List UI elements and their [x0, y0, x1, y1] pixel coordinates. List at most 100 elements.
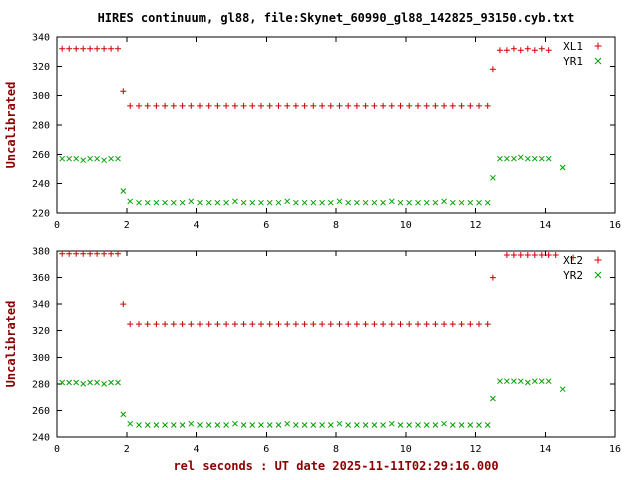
data-point: [127, 420, 134, 427]
data-point: [353, 102, 360, 109]
data-point: [524, 45, 531, 52]
data-point: [327, 199, 334, 206]
data-point: [504, 155, 510, 162]
data-point: [484, 102, 491, 109]
data-point: [144, 102, 151, 109]
data-point: [531, 47, 538, 54]
data-point: [66, 250, 73, 257]
data-point: [432, 321, 439, 328]
data-point: [467, 422, 474, 428]
data-point: [559, 386, 566, 393]
data-point: [531, 378, 538, 385]
data-point: [94, 45, 101, 52]
data-point: [240, 102, 247, 109]
data-point: [354, 422, 360, 428]
data-point: [223, 199, 229, 206]
plot-panel-1: 0 2 4 6 8 10 12 14 16 220 240 260 280 300 320 340 Uncali…: [4, 33, 621, 232]
data-point: [179, 199, 186, 206]
data-point: [292, 102, 299, 109]
data-point: [188, 321, 195, 328]
data-point: [73, 45, 80, 52]
data-point: [538, 252, 545, 258]
data-point: [266, 422, 273, 428]
data-point: [101, 250, 108, 257]
data-point: [153, 102, 160, 109]
data-point: [484, 199, 491, 206]
data-point: [59, 250, 66, 257]
x-tick-label: 12: [469, 444, 481, 455]
data-point: [432, 199, 439, 206]
data-point: [115, 155, 121, 162]
data-point: [266, 321, 273, 328]
legend-marker-cross: [594, 57, 602, 65]
data-point: [441, 102, 448, 109]
x-tick-label: 0: [54, 220, 60, 231]
data-point: [545, 47, 552, 54]
data-point: [345, 102, 352, 109]
data-point: [293, 422, 299, 428]
data-point: [476, 321, 482, 328]
data-point: [423, 199, 430, 206]
data-point: [266, 199, 273, 206]
data-point: [510, 252, 517, 258]
x-tick-label: 0: [54, 444, 60, 455]
data-point: [205, 422, 212, 428]
data-point: [362, 321, 369, 328]
data-point: [538, 155, 545, 162]
data-point: [284, 321, 291, 328]
data-point: [476, 422, 482, 428]
data-point: [406, 321, 413, 328]
data-point: [345, 199, 352, 206]
plot-border: [56, 250, 616, 438]
legend-label: YR2: [563, 269, 583, 282]
data-point: [336, 321, 343, 328]
data-point: [249, 321, 256, 328]
data-point: [362, 422, 369, 428]
data-point: [380, 199, 386, 206]
data-point: [197, 102, 203, 109]
data-point: [336, 102, 343, 109]
data-point: [73, 155, 80, 162]
legend-entry-XL1: XL1: [563, 40, 602, 53]
data-point: [223, 422, 229, 428]
data-point: [301, 199, 308, 206]
data-point: [441, 420, 447, 427]
data-point: [397, 321, 404, 328]
data-point: [120, 301, 127, 308]
y-axis-label: Uncalibrated: [4, 82, 18, 169]
data-point: [73, 379, 80, 386]
data-point: [458, 102, 465, 109]
data-point: [415, 199, 421, 206]
data-point: [432, 102, 439, 109]
data-point: [87, 379, 93, 386]
data-point: [249, 422, 256, 428]
data-point: [517, 154, 524, 161]
data-point: [197, 321, 203, 328]
data-point: [214, 422, 221, 428]
data-point: [258, 199, 264, 206]
data-point: [205, 321, 212, 328]
y-tick-label: 340: [32, 300, 50, 311]
data-point: [415, 102, 421, 109]
legend-label: XL1: [563, 40, 583, 53]
data-point: [310, 321, 317, 328]
data-point: [170, 102, 177, 109]
data-point: [162, 321, 169, 328]
data-point: [467, 199, 474, 206]
data-point: [136, 199, 142, 206]
data-point: [538, 378, 545, 385]
chart-title: HIRES continuum, gl88, file:Skynet_60990…: [97, 11, 575, 25]
data-point: [301, 321, 308, 328]
y-tick-label: 260: [32, 150, 50, 161]
y-tick-label: 360: [32, 273, 50, 284]
y-axis-label: Uncalibrated: [4, 301, 18, 388]
data-point: [197, 199, 203, 206]
data-point: [73, 250, 80, 257]
data-point: [388, 420, 395, 427]
data-point: [371, 102, 378, 109]
x-tick-label: 8: [333, 444, 339, 455]
data-point: [275, 422, 282, 428]
data-point: [127, 102, 134, 109]
data-point: [570, 254, 577, 261]
